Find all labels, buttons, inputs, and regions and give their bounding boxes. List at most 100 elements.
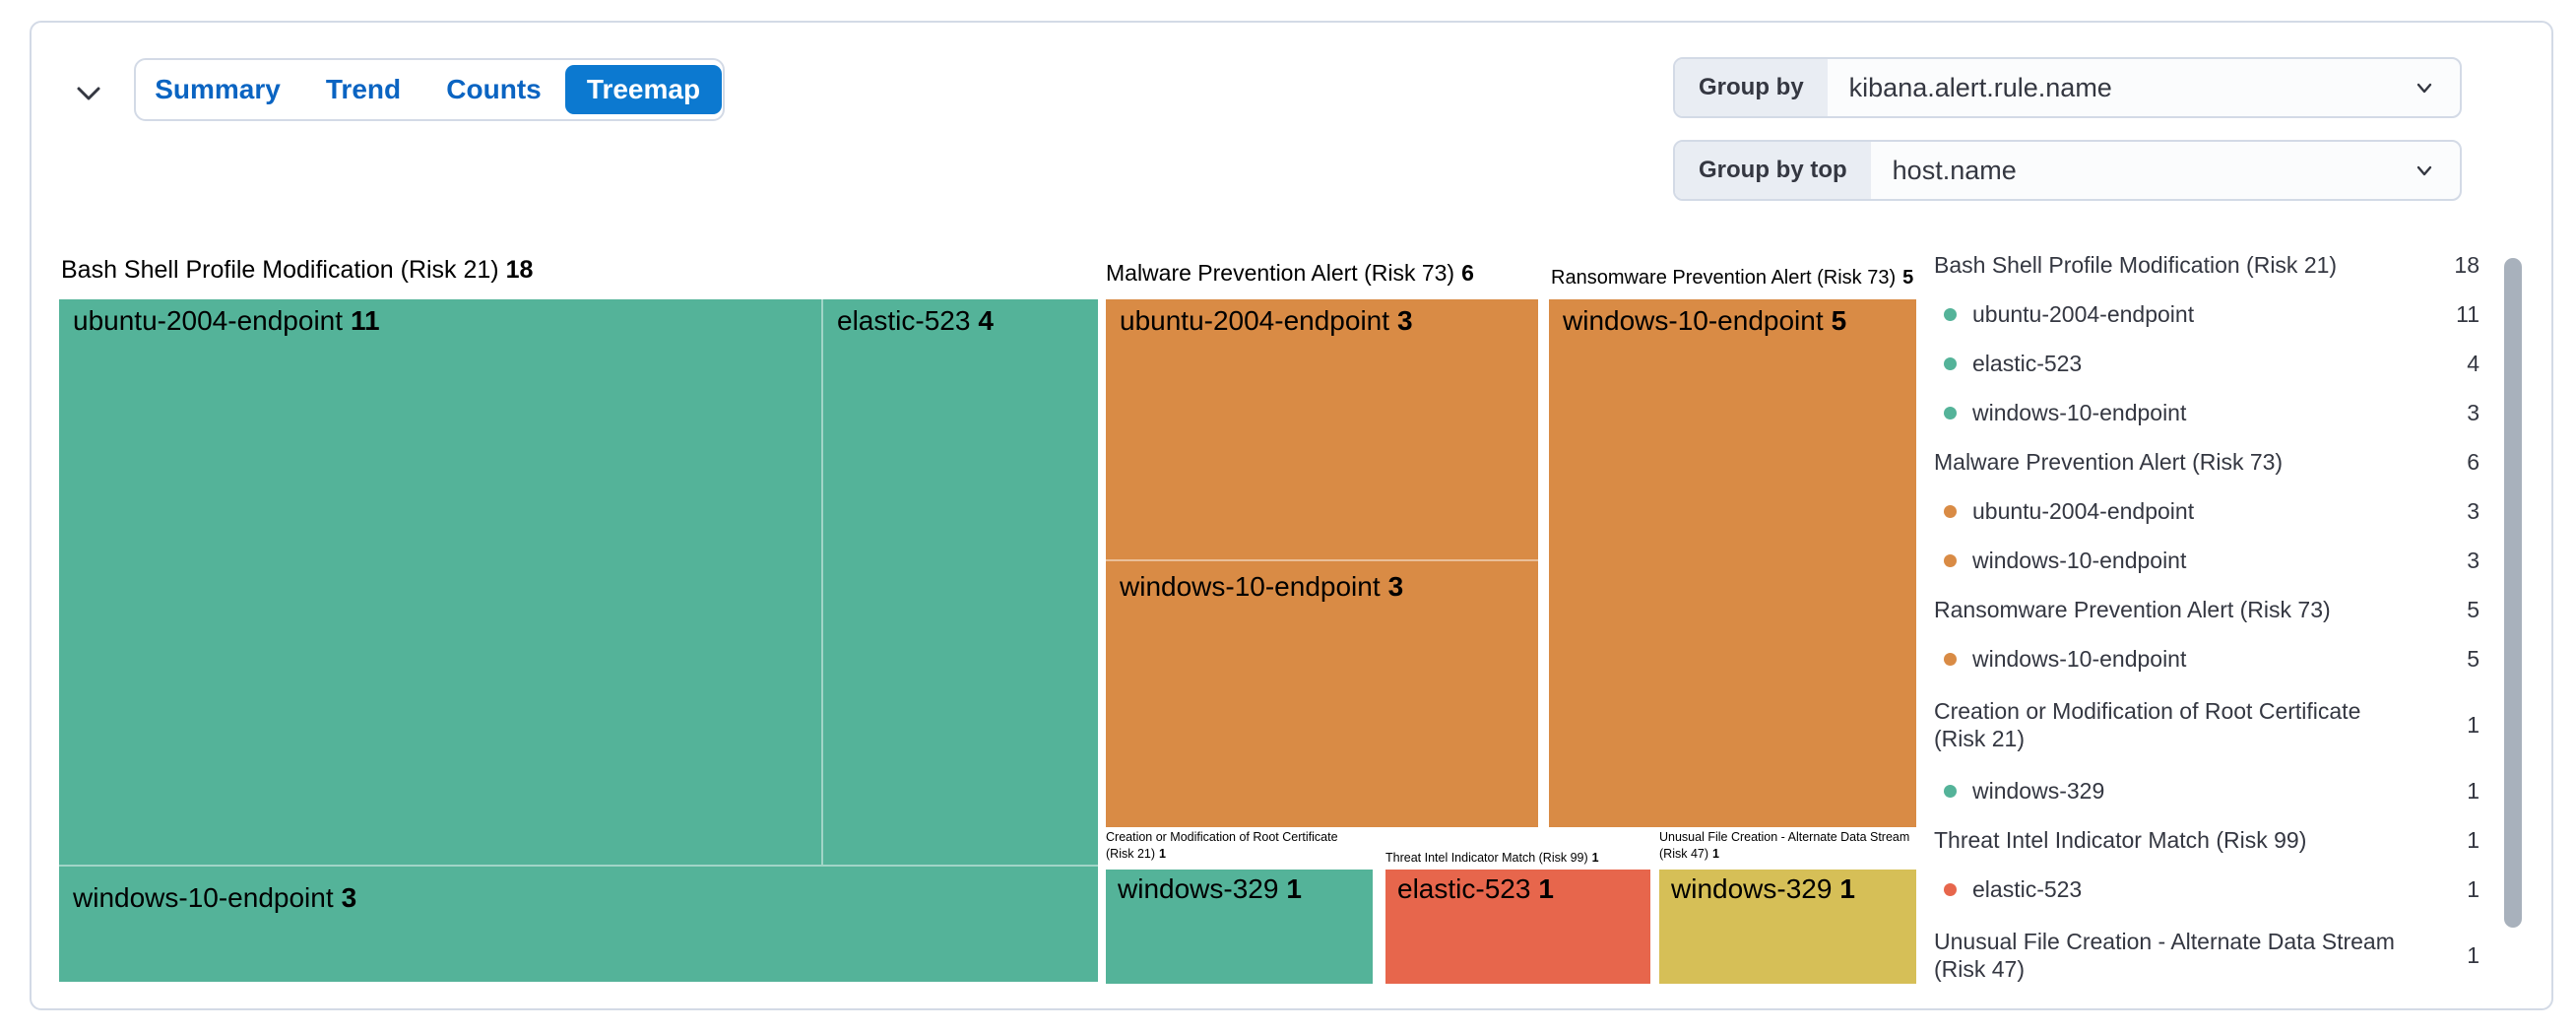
legend-value: 3 (2467, 399, 2479, 425)
legend-value: 1 (2467, 777, 2479, 804)
treemap-group-unusual-file: windows-329 1 (1659, 870, 1916, 984)
treemap-group-header-ransomware: Ransomware Prevention Alert (Risk 73) 5 (1551, 267, 1913, 290)
legend-scrollbar-thumb[interactable] (2504, 258, 2522, 928)
legend-header-row: Unusual File Creation - Alternate Data S… (1934, 914, 2479, 997)
treemap-group-header-root-certificate: Creation or Modification of Root Certifi… (1106, 829, 1369, 863)
tile-divider (59, 865, 1098, 867)
legend-item-row: windows-329 1 (1934, 766, 2479, 815)
legend-value: 1 (2467, 875, 2479, 902)
tile-value: 3 (341, 882, 357, 913)
tab-treemap[interactable]: Treemap (565, 65, 722, 114)
tile-malware-ubuntu[interactable]: ubuntu-2004-endpoint 3 (1120, 305, 1413, 337)
legend-color-dot (1944, 307, 1957, 321)
legend-label: Creation or Modification of Root Certifi… (1934, 698, 2361, 751)
legend-label: elastic-523 (1972, 876, 2083, 902)
tile-rootcert-windows329[interactable]: windows-329 1 (1118, 873, 1302, 905)
tile-name: windows-10-endpoint (73, 882, 334, 913)
chevron-down-icon (73, 78, 104, 109)
alerts-panel: Summary Trend Counts Treemap Group by ki… (30, 21, 2553, 1010)
group-value: 1 (1712, 847, 1719, 861)
tile-name: windows-10-endpoint (1120, 571, 1381, 602)
treemap-group-root-certificate: windows-329 1 (1106, 870, 1373, 984)
legend-header-row: Bash Shell Profile Modification (Risk 21… (1934, 240, 2479, 290)
tile-value: 5 (1831, 305, 1847, 336)
legend-value: 1 (2467, 826, 2479, 853)
tile-name: windows-10-endpoint (1563, 305, 1824, 336)
legend-label: windows-10-endpoint (1972, 646, 2187, 672)
legend-value: 1 (2467, 711, 2479, 738)
treemap-group-threat-intel: elastic-523 1 (1385, 870, 1650, 984)
chevron-down-icon (2409, 142, 2460, 199)
treemap-legend: Bash Shell Profile Modification (Risk 21… (1934, 240, 2479, 997)
group-value: 5 (1902, 267, 1914, 289)
tile-divider (1106, 559, 1538, 561)
legend-header-row: Creation or Modification of Root Certifi… (1934, 683, 2479, 766)
group-by-top-value: host.name (1892, 155, 2017, 185)
tile-name: windows-329 (1118, 873, 1279, 904)
tile-name: windows-329 (1671, 873, 1833, 904)
tile-value: 3 (1397, 305, 1413, 336)
group-label: Unusual File Creation - Alternate Data S… (1659, 830, 1910, 861)
tile-name: ubuntu-2004-endpoint (1120, 305, 1390, 336)
legend-value: 11 (2456, 300, 2479, 327)
legend-color-dot (1944, 406, 1957, 419)
tile-name: elastic-523 (1397, 873, 1531, 904)
treemap-group-malware: ubuntu-2004-endpoint 3 windows-10-endpoin… (1106, 299, 1538, 827)
group-by-label: Group by (1675, 59, 1828, 116)
group-value: 1 (1159, 847, 1166, 861)
group-label: Malware Prevention Alert (Risk 73) (1106, 260, 1455, 286)
legend-header-row: Threat Intel Indicator Match (Risk 99) 1 (1934, 815, 2479, 865)
group-label: Bash Shell Profile Modification (Risk 21… (61, 256, 499, 284)
legend-label: windows-10-endpoint (1972, 548, 2187, 573)
legend-color-dot (1944, 652, 1957, 666)
legend-item-row: windows-10-endpoint 3 (1934, 388, 2479, 437)
collapse-panel-button[interactable] (69, 74, 108, 113)
legend-value: 5 (2467, 645, 2479, 672)
tile-bash-ubuntu[interactable]: ubuntu-2004-endpoint 11 (73, 305, 380, 337)
legend-label: Threat Intel Indicator Match (Risk 99) (1934, 827, 2307, 853)
legend-label: windows-10-endpoint (1972, 400, 2187, 425)
legend-value: 4 (2467, 350, 2479, 376)
tab-summary[interactable]: Summary (136, 60, 299, 119)
legend-value: 1 (2467, 941, 2479, 968)
tile-divider (821, 299, 823, 865)
treemap-chart: Bash Shell Profile Modification (Risk 21… (59, 253, 1916, 988)
group-label: Threat Intel Indicator Match (Risk 99) (1385, 851, 1588, 865)
tab-trend[interactable]: Trend (299, 60, 427, 119)
tile-bash-elastic[interactable]: elastic-523 4 (837, 305, 994, 337)
legend-value: 6 (2467, 448, 2479, 475)
legend-color-dot (1944, 882, 1957, 896)
tile-bash-windows10[interactable]: windows-10-endpoint 3 (73, 882, 356, 914)
tile-threatintel-elastic[interactable]: elastic-523 1 (1397, 873, 1554, 905)
legend-item-row: windows-10-endpoint 3 (1934, 536, 2479, 585)
legend-label: Malware Prevention Alert (Risk 73) (1934, 449, 2284, 475)
legend-value: 18 (2454, 251, 2479, 278)
group-by-select[interactable]: Group by kibana.alert.rule.name (1673, 57, 2462, 118)
tile-ransomware-windows10[interactable]: windows-10-endpoint 5 (1563, 305, 1846, 337)
group-value: 1 (1591, 851, 1599, 865)
tile-value: 3 (1387, 571, 1404, 602)
treemap-group-header-bash: Bash Shell Profile Modification (Risk 21… (61, 256, 533, 285)
legend-item-row: windows-10-endpoint 5 (1934, 634, 2479, 683)
group-by-top-select[interactable]: Group by top host.name (1673, 140, 2462, 201)
group-by-top-label: Group by top (1675, 142, 1871, 199)
group-by-value: kibana.alert.rule.name (1848, 72, 2112, 102)
legend-label: ubuntu-2004-endpoint (1972, 301, 2195, 327)
treemap-group-header-malware: Malware Prevention Alert (Risk 73) 6 (1106, 260, 1474, 287)
treemap-group-bash: ubuntu-2004-endpoint 11 elastic-523 4 wind… (59, 299, 1098, 982)
legend-color-dot (1944, 553, 1957, 567)
tile-value: 11 (351, 305, 380, 336)
legend-value: 3 (2467, 497, 2479, 524)
tile-value: 1 (1839, 873, 1855, 904)
tile-unusual-windows329[interactable]: windows-329 1 (1671, 873, 1855, 905)
group-label: Ransomware Prevention Alert (Risk 73) (1551, 267, 1897, 289)
legend-label: elastic-523 (1972, 351, 2083, 376)
tile-value: 4 (978, 305, 994, 336)
chevron-down-icon (2409, 59, 2460, 116)
legend-label: Ransomware Prevention Alert (Risk 73) (1934, 597, 2331, 622)
tile-name: elastic-523 (837, 305, 971, 336)
tab-counts[interactable]: Counts (427, 60, 560, 119)
legend-item-row: ubuntu-2004-endpoint 3 (1934, 486, 2479, 536)
tile-malware-windows10[interactable]: windows-10-endpoint 3 (1120, 571, 1403, 603)
